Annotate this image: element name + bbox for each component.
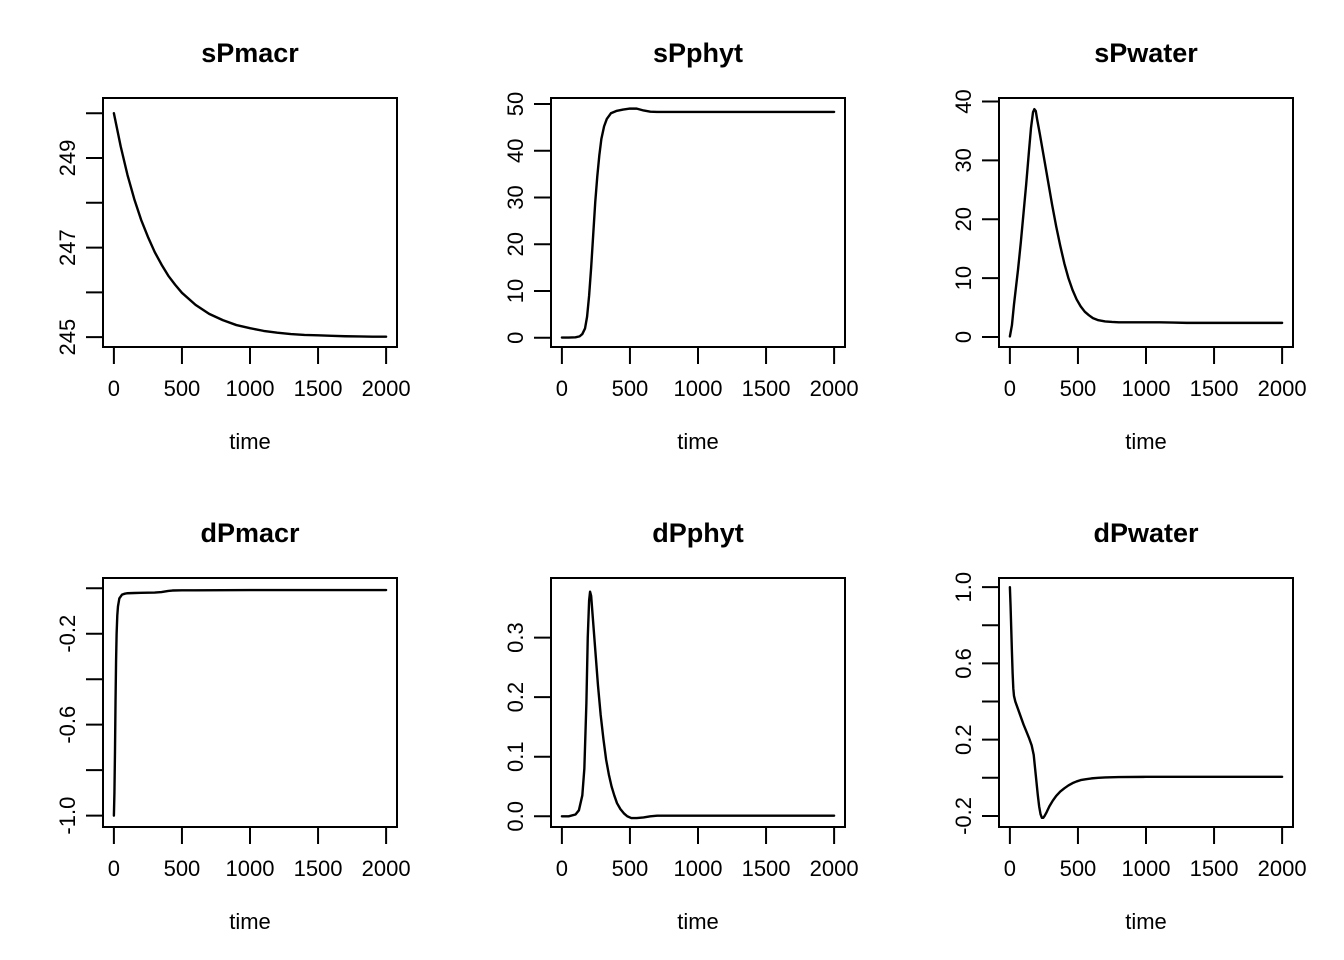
y-tick-label: -0.2 <box>55 615 80 653</box>
plot-box <box>102 97 398 348</box>
y-tick-label: 0.2 <box>503 682 528 713</box>
chart-cell-spphyt: 0 500 1000 1500 2000 0 10 20 30 40 50 sPphyt time <box>448 0 896 480</box>
y-tick-label: 30 <box>503 185 528 209</box>
chart-cell-dpphyt: 0 500 1000 1500 2000 0.0 0.1 0.2 0.3 dPphyt time <box>448 480 896 960</box>
y-tick-label: 245 <box>55 319 80 356</box>
x-axis-label: time <box>677 429 719 454</box>
y-tick-label: 20 <box>503 232 528 256</box>
x-tick-label: 500 <box>1060 376 1097 401</box>
x-tick-label: 1000 <box>1122 376 1171 401</box>
chart-title: sPphyt <box>653 38 743 68</box>
chart-panel-spwater: 0 500 1000 1500 2000 0 10 20 30 40 sPwater time <box>951 38 1307 454</box>
series-line <box>112 112 388 338</box>
chart-title: sPwater <box>1094 38 1198 68</box>
plot-box <box>998 577 1294 828</box>
chart-title: sPmacr <box>201 38 299 68</box>
x-tick-label: 1500 <box>1190 856 1239 881</box>
y-tick-label: 247 <box>55 229 80 266</box>
x-tick-label: 0 <box>108 376 120 401</box>
x-tick-label: 1500 <box>742 856 791 881</box>
plot-box <box>550 577 846 828</box>
y-tick-label: 0.0 <box>503 801 528 832</box>
x-tick-label: 0 <box>556 376 568 401</box>
x-tick-label: 500 <box>612 856 649 881</box>
plot-box <box>102 577 398 828</box>
chart-title: dPwater <box>1093 518 1199 548</box>
x-tick-label: 1000 <box>226 376 275 401</box>
x-axis-label: time <box>1125 429 1167 454</box>
y-tick-label: -0.6 <box>55 706 80 744</box>
y-tick-label: 40 <box>951 89 976 113</box>
y-tick-label: 10 <box>951 266 976 290</box>
x-tick-label: 0 <box>556 856 568 881</box>
x-axis-label: time <box>229 429 271 454</box>
series-line <box>112 588 388 817</box>
x-tick-label: 500 <box>164 856 201 881</box>
chart-panel-dpwater: 0 500 1000 1500 2000 -0.2 0.2 0.6 1.0 dPwater time <box>951 518 1307 934</box>
chart-cell-dpmacr: 0 500 1000 1500 2000 -1.0 -0.6 -0.2 dPmacr time <box>0 480 448 960</box>
plot-box <box>998 97 1294 348</box>
y-tick-label: 1.0 <box>951 572 976 603</box>
chart-cell-dpwater: 0 500 1000 1500 2000 -0.2 0.2 0.6 1.0 dPwater time <box>896 480 1344 960</box>
x-tick-label: 2000 <box>1258 376 1307 401</box>
x-tick-label: 500 <box>164 376 201 401</box>
chart-cell-spmacr: 0 500 1000 1500 2000 245 247 249 sPmacr time <box>0 0 448 480</box>
chart-cell-spwater: 0 500 1000 1500 2000 0 10 20 30 40 sPwater time <box>896 0 1344 480</box>
y-tick-label: 0.1 <box>503 741 528 772</box>
x-axis-label: time <box>1125 909 1167 934</box>
series-line <box>560 107 836 339</box>
chart-title: dPphyt <box>652 518 744 548</box>
chart-panel-dpphyt: 0 500 1000 1500 2000 0.0 0.1 0.2 0.3 dPphyt time <box>503 518 859 934</box>
series-line <box>1008 585 1284 820</box>
x-tick-label: 1000 <box>674 856 723 881</box>
y-tick-label: 0 <box>951 331 976 343</box>
x-tick-label: 2000 <box>1258 856 1307 881</box>
y-tick-label: 40 <box>503 138 528 162</box>
x-tick-label: 0 <box>1004 376 1016 401</box>
x-tick-label: 2000 <box>810 376 859 401</box>
y-tick-label: -0.2 <box>951 797 976 835</box>
y-tick-label: 30 <box>951 148 976 172</box>
y-tick-label: -1.0 <box>55 797 80 835</box>
x-tick-label: 1000 <box>674 376 723 401</box>
x-tick-label: 500 <box>612 376 649 401</box>
y-tick-label: 0.6 <box>951 648 976 679</box>
x-tick-label: 2000 <box>362 856 411 881</box>
x-tick-label: 500 <box>1060 856 1097 881</box>
y-tick-label: 0 <box>503 332 528 344</box>
x-tick-label: 1000 <box>226 856 275 881</box>
x-tick-label: 1500 <box>294 856 343 881</box>
y-tick-label: 50 <box>503 92 528 116</box>
y-tick-label: 10 <box>503 279 528 303</box>
x-tick-label: 1500 <box>742 376 791 401</box>
x-tick-label: 0 <box>108 856 120 881</box>
y-tick-label: 0.3 <box>503 622 528 653</box>
x-tick-label: 1500 <box>294 376 343 401</box>
x-tick-label: 2000 <box>810 856 859 881</box>
y-tick-label: 249 <box>55 140 80 177</box>
x-axis-label: time <box>229 909 271 934</box>
x-tick-label: 0 <box>1004 856 1016 881</box>
chart-panel-spphyt: 0 500 1000 1500 2000 0 10 20 30 40 50 sPphyt time <box>503 38 859 454</box>
y-tick-label: 0.2 <box>951 724 976 755</box>
chart-title: dPmacr <box>200 518 300 548</box>
chart-panel-spmacr: 0 500 1000 1500 2000 245 247 249 sPmacr time <box>55 38 411 454</box>
x-tick-label: 1500 <box>1190 376 1239 401</box>
series-line <box>1008 107 1284 338</box>
x-tick-label: 1000 <box>1122 856 1171 881</box>
chart-panel-dpmacr: 0 500 1000 1500 2000 -1.0 -0.6 -0.2 dPmacr time <box>55 518 411 934</box>
x-axis-label: time <box>677 909 719 934</box>
series-line <box>560 590 836 820</box>
x-tick-label: 2000 <box>362 376 411 401</box>
y-tick-label: 20 <box>951 207 976 231</box>
